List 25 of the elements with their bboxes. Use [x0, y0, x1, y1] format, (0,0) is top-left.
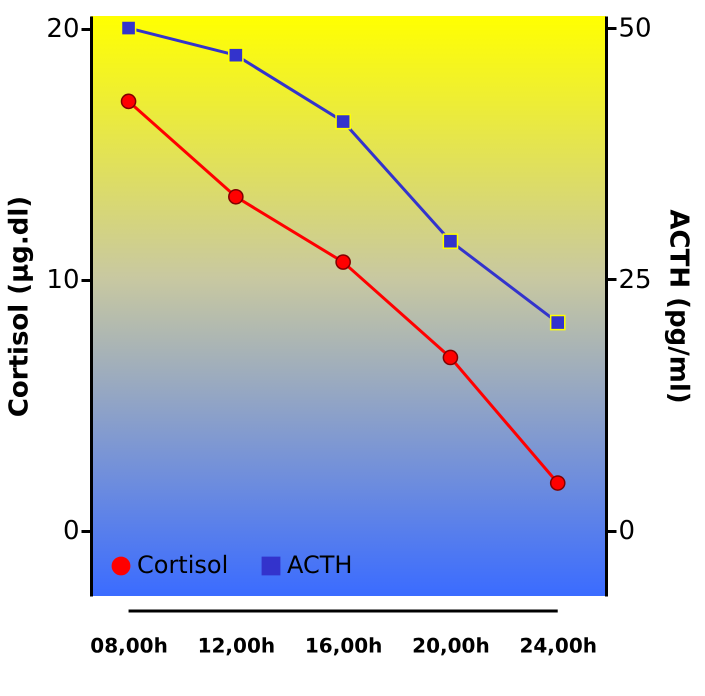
y2-tick-label: 25: [618, 264, 652, 295]
point: [120, 94, 136, 110]
y-tick-label: 10: [46, 265, 80, 296]
legend-label: ACTH: [287, 551, 352, 579]
y-tick-label: 0: [62, 516, 80, 546]
point: [335, 254, 351, 270]
x-tick-label: 16,00h: [304, 634, 382, 658]
point: [550, 314, 566, 330]
y2-axis-title: ACTH (pg/ml): [664, 209, 694, 404]
point: [442, 233, 458, 249]
point: [120, 20, 136, 36]
y2-tick-label: 50: [618, 14, 652, 44]
point: [335, 114, 351, 130]
y-axis-title: Cortisol (µg.dl): [4, 196, 34, 418]
y-tick-label: 20: [46, 14, 80, 44]
x-tick-label: 24,00h: [519, 634, 597, 658]
point: [228, 188, 244, 205]
legend-label: Cortisol: [137, 551, 228, 579]
point: [442, 350, 458, 366]
x-tick-label: 08,00h: [90, 634, 168, 658]
point: [228, 47, 244, 64]
x-tick-label: 12,00h: [198, 634, 276, 658]
y2-tick-label: 0: [618, 516, 636, 546]
point: [550, 475, 566, 491]
x-tick-label: 20,00h: [412, 634, 490, 658]
